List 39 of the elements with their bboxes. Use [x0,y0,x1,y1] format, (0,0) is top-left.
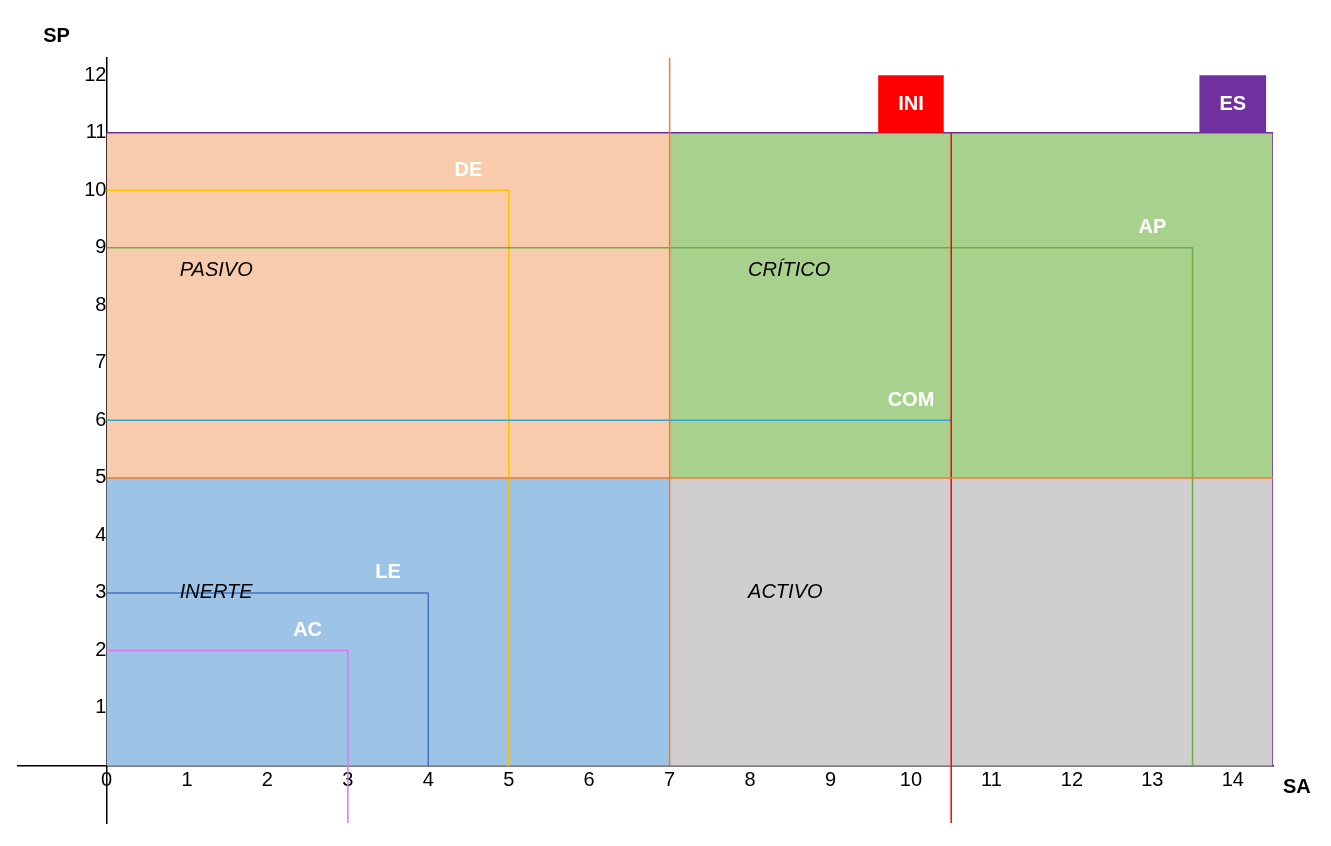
x-tick-label: 2 [261,768,273,790]
series-label: ACTIVO [747,580,823,603]
series-label: INERTE [179,580,254,603]
x-tick-label: 12 [1060,768,1083,790]
series-label: CRÍTICO [748,258,831,281]
y-tick-label: 7 [95,350,107,373]
y-tick-label: 6 [95,407,107,430]
y-tick-label: 12 [84,62,107,85]
x-tick-label: 4 [422,768,434,790]
x-axis-title: SA [1283,775,1311,797]
x-tick-label: 5 [503,768,515,790]
series-label: DE [454,157,483,180]
series-label: LE [375,560,401,583]
x-tick-label: 8 [744,768,756,790]
x-tick-label: 13 [1141,768,1164,790]
series-label: AC [293,617,323,640]
x-tick-label: 7 [664,768,676,790]
y-tick-label: 4 [95,522,107,545]
y-tick-label: 11 [85,120,107,143]
x-tick-label: 1 [181,768,193,790]
series-label: PASIVO [179,258,253,281]
series-label: AP [1138,215,1167,238]
x-tick-label: 6 [583,768,595,790]
y-tick-label: 10 [84,177,107,200]
x-tick-label: 9 [824,768,837,790]
x-tick-label: 14 [1221,768,1244,790]
y-tick-label: 3 [95,580,107,603]
x-tick-label: 11 [981,768,1002,790]
x-tick-label: 10 [899,768,923,790]
series-label: ES [1219,91,1247,114]
series-label: COM [887,387,935,410]
y-tick-label: 8 [95,292,107,315]
series-label: INI [898,91,924,114]
y-axis-title: SP [43,23,70,46]
x-tick-label: 3 [342,768,354,790]
y-tick-label: 9 [95,235,107,258]
y-tick-label: 2 [95,637,107,660]
y-tick-label: 5 [95,465,107,488]
y-tick-label: 1 [95,695,107,718]
